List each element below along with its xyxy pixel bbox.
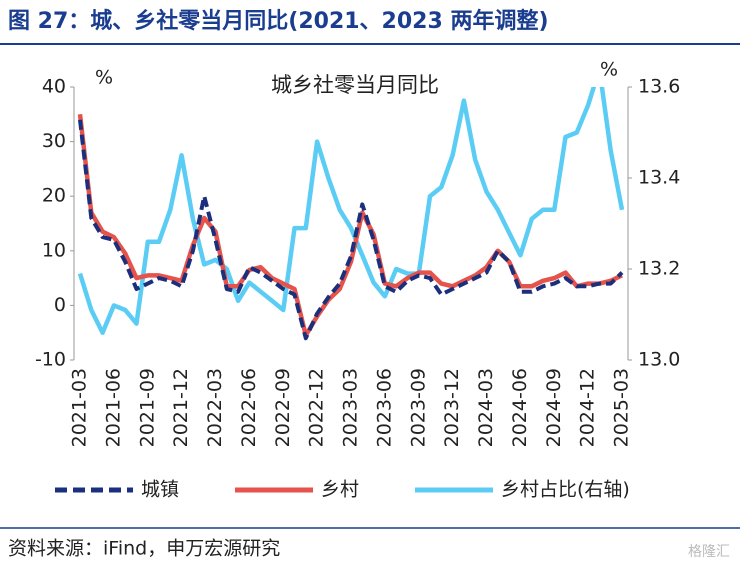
x-tick-label: 2024-12	[577, 368, 599, 447]
y2-tick-label: 13.6	[638, 76, 680, 98]
series-line	[77, 87, 625, 335]
x-tick-label: 2024-09	[543, 368, 565, 447]
y-tick-label: 10	[42, 239, 66, 261]
legend-label: 乡村占比(右轴)	[501, 479, 630, 501]
series-line	[77, 114, 623, 338]
x-tick-label: 2021-06	[102, 368, 124, 447]
y2-tick-label: 13.0	[638, 349, 680, 371]
x-tick-label: 2022-12	[306, 368, 328, 447]
legend-label: 城镇	[141, 479, 179, 501]
y-tick-label: -10	[35, 349, 66, 371]
y-tick-label: 40	[42, 76, 66, 98]
x-tick-label: 2021-09	[136, 368, 158, 447]
x-tick-label: 2023-06	[373, 368, 395, 447]
y2-unit: %	[600, 59, 618, 81]
source: 资料来源：iFind，申万宏源研究	[8, 538, 280, 560]
page-title: 图 27：城、乡社零当月同比(2021、2023 两年调整)	[8, 8, 549, 34]
x-tick-label: 2023-12	[441, 368, 463, 447]
x-tick-label: 2023-03	[340, 368, 362, 447]
x-tick-label: 2022-06	[238, 368, 260, 447]
y-tick-label: 20	[42, 185, 66, 207]
y-tick-label: 30	[42, 130, 66, 152]
x-tick-label: 2021-03	[69, 368, 91, 447]
watermark: 格隆汇	[688, 544, 730, 560]
x-tick-label: 2022-03	[204, 368, 226, 447]
x-tick-label: 2022-09	[272, 368, 294, 447]
x-tick-label: 2025-03	[611, 368, 633, 447]
x-tick-label: 2024-03	[475, 368, 497, 447]
legend-label: 乡村	[321, 479, 359, 501]
x-tick-label: 2024-06	[509, 368, 531, 447]
y2-tick-label: 13.2	[638, 258, 680, 280]
y-unit: %	[95, 67, 113, 89]
y-tick-label: 0	[54, 294, 66, 316]
chart-title: 城乡社零当月同比	[271, 73, 439, 97]
x-tick-label: 2023-09	[407, 368, 429, 447]
plot-area	[77, 87, 625, 341]
x-tick-label: 2021-12	[170, 368, 192, 447]
series-line	[78, 119, 624, 341]
y2-tick-label: 13.4	[638, 167, 680, 189]
